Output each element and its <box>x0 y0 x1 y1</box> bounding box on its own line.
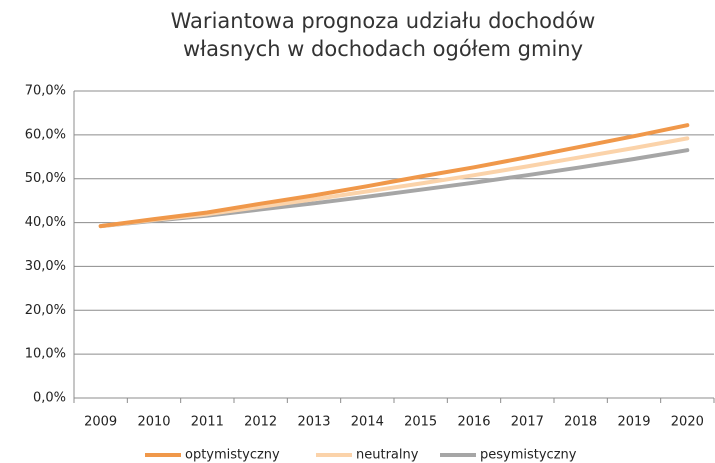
x-tick-label: 2018 <box>564 415 597 430</box>
y-tick-label: 10,0% <box>25 347 66 362</box>
x-tick-label: 2017 <box>511 415 544 430</box>
y-tick-label: 20,0% <box>25 303 66 318</box>
y-tick-label: 60,0% <box>25 127 66 142</box>
x-tick-label: 2011 <box>191 415 224 430</box>
legend-label: optymistyczny <box>185 448 280 463</box>
y-tick-label: 70,0% <box>25 84 66 99</box>
y-tick-label: 50,0% <box>25 171 66 186</box>
chart-title: własnych w dochodach ogółem gminy <box>183 37 583 61</box>
x-tick-label: 2010 <box>137 415 170 430</box>
y-tick-label: 0,0% <box>33 391 66 406</box>
x-tick-label: 2013 <box>297 415 330 430</box>
y-tick-label: 30,0% <box>25 259 66 274</box>
x-tick-label: 2009 <box>84 415 117 430</box>
y-tick-label: 40,0% <box>25 215 66 230</box>
legend-label: neutralny <box>356 448 419 463</box>
x-tick-label: 2015 <box>404 415 437 430</box>
chart-title: Wariantowa prognoza udziału dochodów <box>171 9 596 33</box>
legend-label: pesymistyczny <box>480 448 577 463</box>
x-tick-label: 2019 <box>617 415 650 430</box>
x-tick-label: 2016 <box>457 415 490 430</box>
x-tick-label: 2014 <box>351 415 384 430</box>
x-tick-label: 2012 <box>244 415 277 430</box>
x-tick-label: 2020 <box>671 415 704 430</box>
series-line <box>98 123 690 229</box>
